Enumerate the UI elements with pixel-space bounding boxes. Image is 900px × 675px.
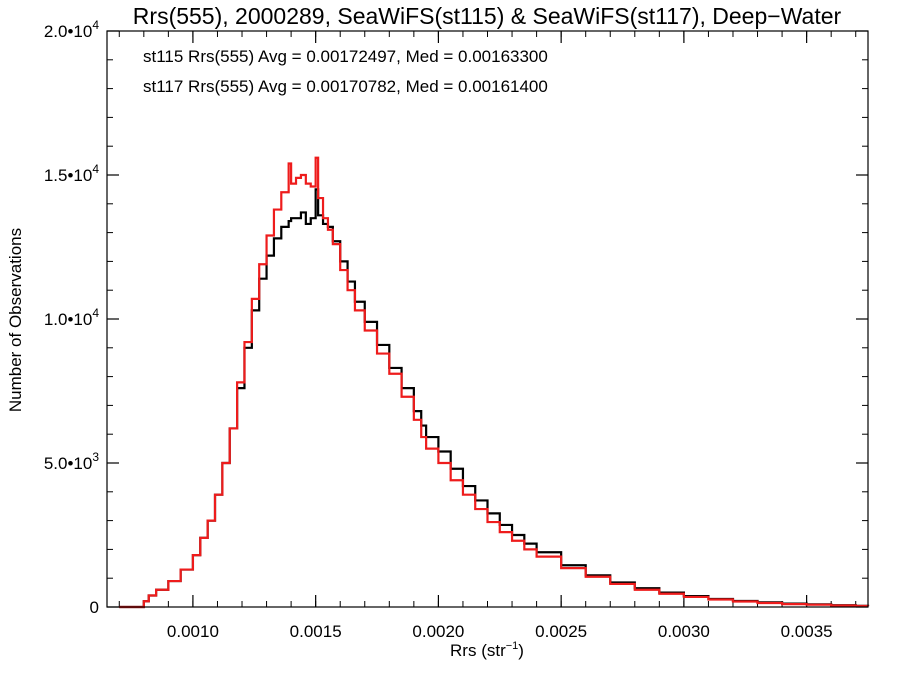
y-tick-exponent: 4 — [92, 18, 99, 32]
x-tick-labels: 0.0010 0.0015 0.0020 0.0025 0.0030 0.0035 — [167, 622, 833, 641]
major-ticks — [107, 30, 868, 608]
y-tick-mantissa: 0 — [90, 598, 99, 617]
legend-st115: st115 Rrs(555) Avg = 0.00172497, Med = 0… — [143, 47, 548, 66]
chart-title: Rrs(555), 2000289, SeaWiFS(st115) & SeaW… — [133, 3, 842, 29]
y-tick-mantissa: 1.5•10 — [44, 166, 93, 185]
y-tick-label: 5.0•103 — [44, 450, 100, 473]
legend: st115 Rrs(555) Avg = 0.00172497, Med = 0… — [143, 47, 548, 96]
x-axis-label: Rrs (str−1) — [450, 640, 524, 660]
y-tick-label: 1.0•104 — [44, 306, 100, 329]
y-tick-exponent: 4 — [92, 306, 99, 320]
y-tick-label: 1.5•104 — [44, 162, 100, 185]
x-tick-label: 0.0025 — [535, 622, 587, 641]
y-tick-label: 2.0•104 — [44, 18, 100, 41]
plot-frame — [106, 30, 869, 608]
series-lines — [119, 156, 870, 609]
y-tick-label: 0 — [90, 598, 99, 617]
y-tick-mantissa: 5.0•10 — [44, 454, 93, 473]
x-tick-label: 0.0035 — [781, 622, 833, 641]
x-tick-label: 0.0015 — [290, 622, 342, 641]
x-tick-label: 0.0030 — [658, 622, 710, 641]
x-axis-label-close: ) — [518, 641, 524, 660]
y-tick-mantissa: 1.0•10 — [44, 310, 93, 329]
x-axis-label-superscript: −1 — [506, 640, 519, 652]
x-axis-label-base: Rrs (str — [450, 641, 506, 660]
y-tick-mantissa: 2.0•10 — [44, 22, 93, 41]
y-axis-label: Number of Observations — [6, 228, 25, 412]
series-line-st115 — [119, 188, 870, 609]
series-line-st117 — [119, 156, 870, 609]
y-tick-exponent: 3 — [92, 450, 99, 464]
legend-st117: st117 Rrs(555) Avg = 0.00170782, Med = 0… — [143, 77, 548, 96]
x-tick-label: 0.0020 — [412, 622, 464, 641]
x-tick-label: 0.0010 — [167, 622, 219, 641]
y-tick-exponent: 4 — [92, 162, 99, 176]
